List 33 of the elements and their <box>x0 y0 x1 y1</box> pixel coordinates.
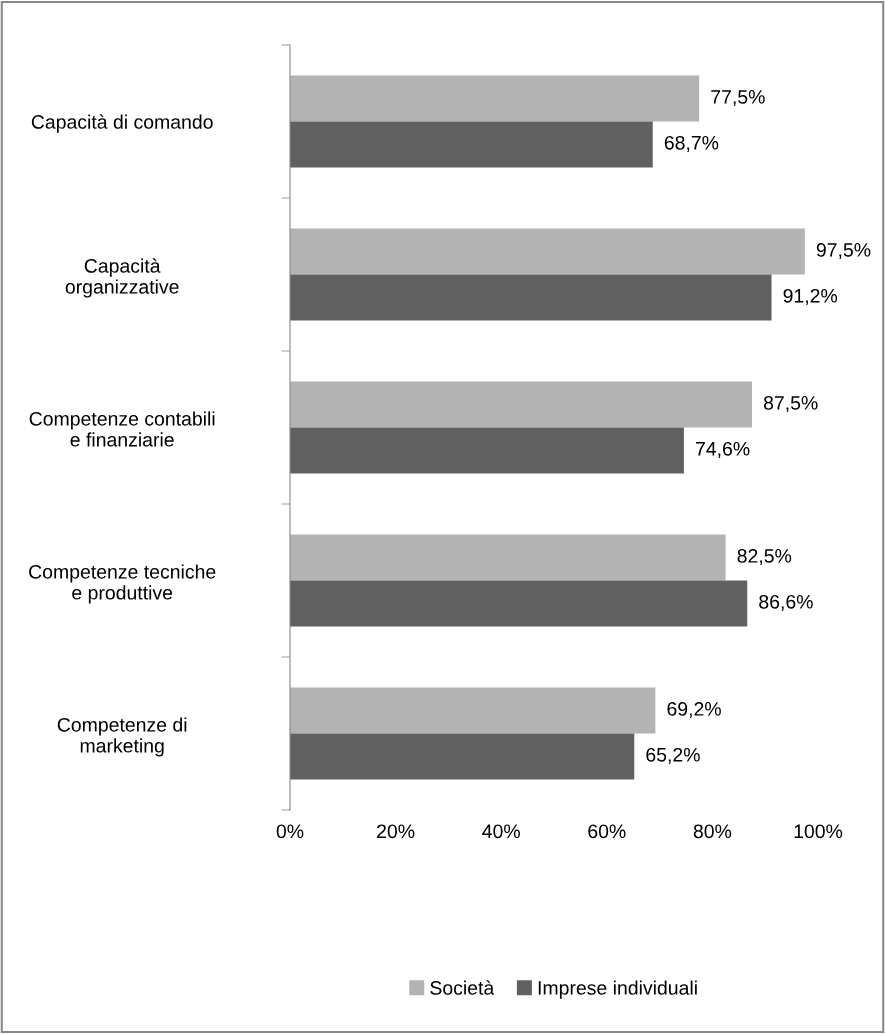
data-label: 91,2% <box>783 288 838 305</box>
data-label: 68,7% <box>664 135 719 152</box>
bar <box>290 121 653 168</box>
x-tick-label: 40% <box>482 824 520 839</box>
data-label: 74,6% <box>696 441 750 458</box>
data-label: 69,2% <box>667 702 721 719</box>
data-label: 77,5% <box>711 90 765 107</box>
x-tick-label: 100% <box>794 824 843 839</box>
bar <box>290 274 772 321</box>
x-tick-label: 60% <box>588 824 626 839</box>
y-tick-label: Competenze contabili e finanziarie <box>29 411 215 447</box>
y-tick-label: Competenze di marketing <box>57 717 187 757</box>
data-label: 86,6% <box>759 594 813 611</box>
x-tick-label: 80% <box>693 824 732 839</box>
y-tick-label: Capacità organizzative <box>65 258 179 298</box>
x-tick-label: 0% <box>276 824 304 839</box>
y-tick-label: Capacità di comando <box>31 114 213 133</box>
legend-label: Imprese individuali <box>538 980 697 999</box>
bar <box>290 427 684 474</box>
bar <box>290 534 726 581</box>
bar <box>290 580 748 627</box>
bar <box>290 228 805 275</box>
bar <box>290 733 635 780</box>
data-label: 65,2% <box>646 747 700 764</box>
bar <box>290 381 752 428</box>
data-label: 97,5% <box>816 243 871 260</box>
y-tick-label: Competenze tecniche e produttive <box>29 564 216 604</box>
bar <box>290 687 656 734</box>
data-label: 82,5% <box>737 549 792 566</box>
bar <box>290 75 700 122</box>
legend-label: Società <box>430 980 495 995</box>
x-tick-label: 20% <box>377 824 415 839</box>
data-label: 87,5% <box>763 396 818 413</box>
